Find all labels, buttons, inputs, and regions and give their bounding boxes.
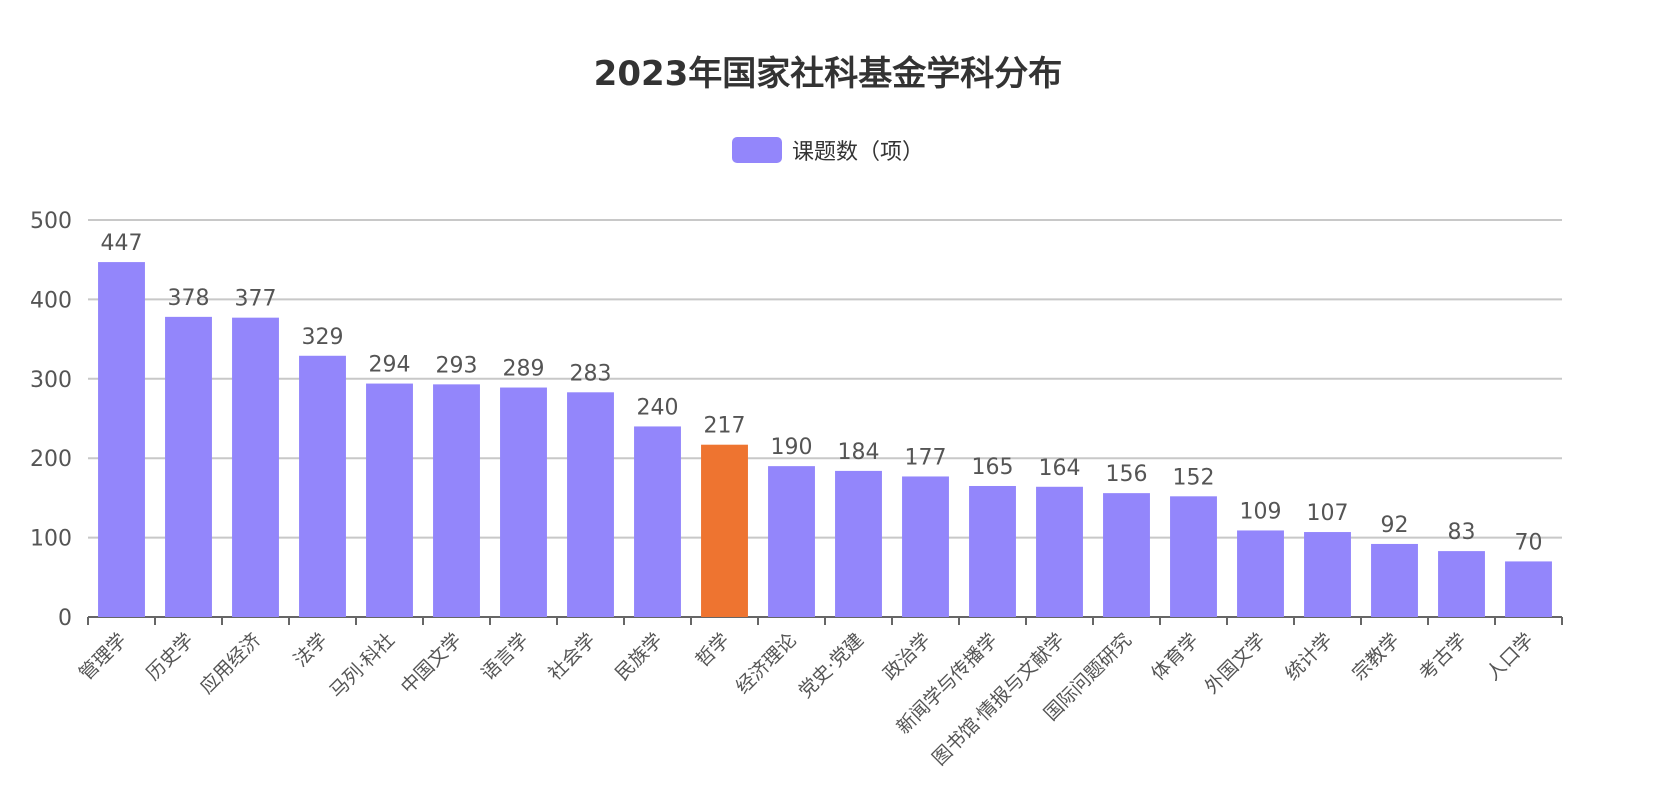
bar[interactable] (232, 317, 279, 617)
x-tick-label: 语言学 (477, 629, 533, 685)
x-tick-label: 社会学 (544, 629, 600, 685)
x-tick-label: 应用经济 (196, 629, 265, 698)
x-tick-label: 历史学 (142, 629, 198, 685)
data-label: 283 (570, 361, 612, 386)
data-label: 70 (1515, 530, 1543, 555)
x-tick-label: 图书馆·情报与文献学 (928, 629, 1069, 770)
data-label: 293 (436, 353, 478, 378)
data-label: 109 (1240, 499, 1282, 524)
data-label: 240 (637, 395, 679, 420)
bar[interactable] (835, 470, 882, 617)
bar[interactable] (768, 466, 815, 617)
data-label: 156 (1106, 462, 1148, 487)
legend[interactable]: 课题数（项） (0, 134, 1656, 166)
data-label: 177 (905, 445, 947, 470)
bar[interactable] (433, 384, 480, 617)
y-tick-label: 400 (30, 288, 72, 313)
x-tick-label: 外国文学 (1201, 629, 1270, 698)
data-label: 447 (101, 231, 143, 256)
data-label: 83 (1448, 520, 1476, 545)
bar[interactable] (567, 392, 614, 617)
x-tick-label: 马列·科社 (325, 629, 399, 703)
data-label: 289 (503, 357, 545, 382)
bar[interactable] (1438, 551, 1485, 617)
bar[interactable] (500, 387, 547, 617)
bar[interactable] (1505, 561, 1552, 617)
bar[interactable] (1036, 486, 1083, 617)
bar[interactable] (1304, 532, 1351, 617)
x-tick-label: 中国文学 (397, 629, 466, 698)
x-tick-label: 政治学 (879, 629, 935, 685)
data-label: 92 (1381, 513, 1409, 538)
data-label: 377 (235, 287, 277, 312)
data-label: 378 (168, 286, 210, 311)
data-label: 165 (972, 455, 1014, 480)
bar[interactable] (1170, 496, 1217, 617)
x-tick-label: 体育学 (1147, 629, 1203, 685)
y-tick-label: 300 (30, 368, 72, 393)
data-label: 107 (1307, 501, 1349, 526)
x-tick-label: 经济理论 (732, 629, 801, 698)
bar[interactable] (969, 485, 1016, 617)
x-tick-label: 党史·党建 (794, 629, 868, 703)
bar[interactable] (98, 262, 145, 617)
x-tick-label: 统计学 (1281, 629, 1337, 685)
y-tick-label: 200 (30, 447, 72, 472)
y-tick-label: 100 (30, 527, 72, 552)
x-tick-label: 人口学 (1482, 629, 1538, 685)
bar[interactable] (902, 476, 949, 617)
chart-title: 2023年国家社科基金学科分布 (593, 54, 1063, 94)
data-label: 164 (1039, 456, 1081, 481)
bar[interactable] (1237, 530, 1284, 617)
data-label: 190 (771, 435, 813, 460)
x-tick-label: 民族学 (611, 629, 667, 685)
bar[interactable] (1103, 493, 1150, 617)
bar[interactable] (634, 426, 681, 617)
x-tick-label: 管理学 (75, 629, 131, 685)
bar[interactable] (366, 383, 413, 617)
bar[interactable] (299, 355, 346, 617)
bar[interactable] (701, 444, 748, 617)
bar[interactable] (1371, 543, 1418, 617)
bar[interactable] (165, 316, 212, 617)
data-label: 329 (302, 325, 344, 350)
legend-label: 课题数（项） (791, 140, 924, 165)
data-label: 152 (1173, 465, 1215, 490)
data-label: 294 (369, 353, 411, 378)
data-label: 184 (838, 440, 880, 465)
x-tick-label: 法学 (290, 629, 332, 671)
x-tick-label: 考古学 (1415, 629, 1471, 685)
data-label: 217 (704, 414, 746, 439)
y-tick-label: 0 (58, 606, 72, 631)
x-tick-label: 哲学 (692, 629, 734, 671)
x-tick-label: 宗教学 (1348, 629, 1404, 685)
y-tick-label: 500 (30, 209, 72, 234)
legend-swatch (731, 137, 782, 163)
